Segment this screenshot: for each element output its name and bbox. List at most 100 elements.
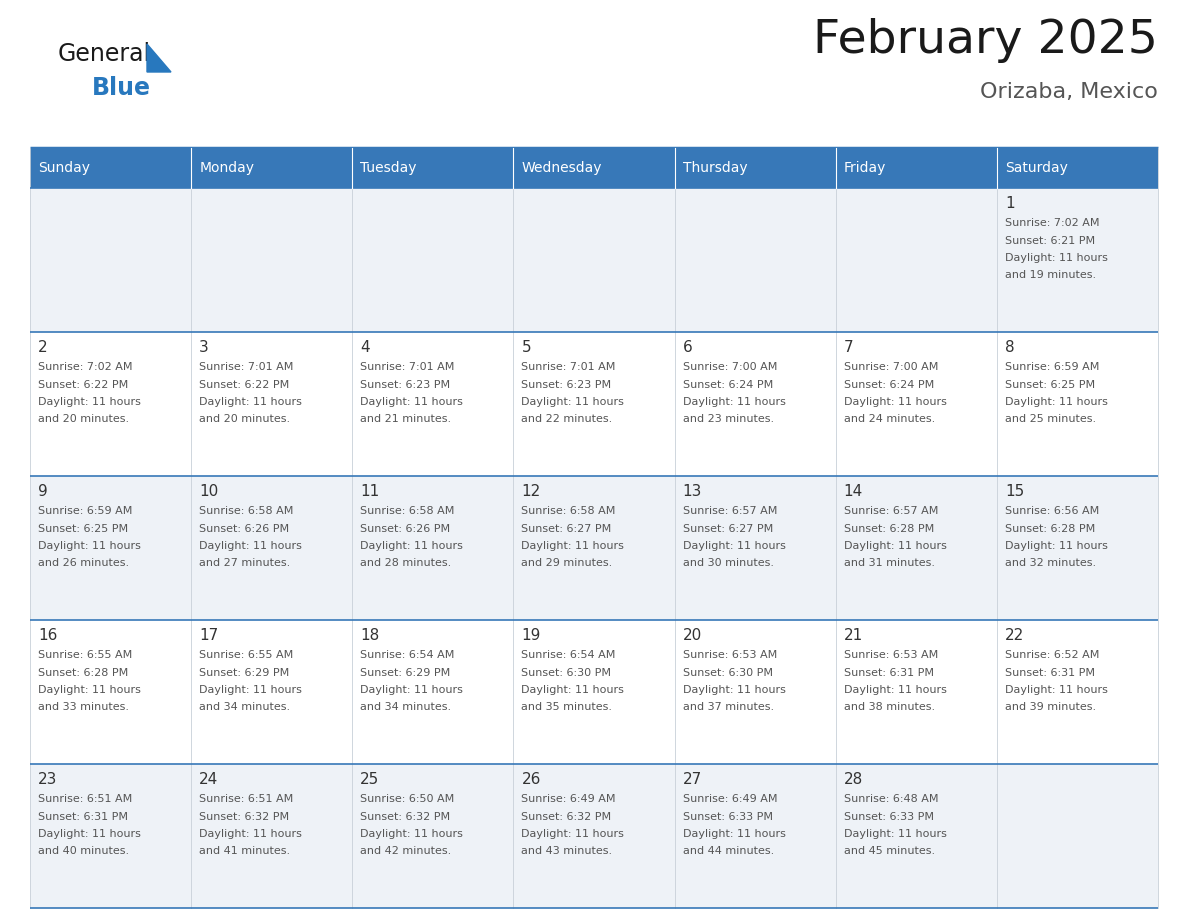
Text: Daylight: 11 hours: Daylight: 11 hours xyxy=(360,685,463,695)
Text: Sunset: 6:27 PM: Sunset: 6:27 PM xyxy=(683,523,773,533)
Text: Sunrise: 6:55 AM: Sunrise: 6:55 AM xyxy=(200,650,293,660)
Text: Saturday: Saturday xyxy=(1005,161,1068,175)
Text: 8: 8 xyxy=(1005,340,1015,355)
Text: Daylight: 11 hours: Daylight: 11 hours xyxy=(1005,541,1107,551)
Text: Daylight: 11 hours: Daylight: 11 hours xyxy=(522,397,625,407)
Text: and 20 minutes.: and 20 minutes. xyxy=(200,415,290,424)
Text: Sunrise: 6:55 AM: Sunrise: 6:55 AM xyxy=(38,650,132,660)
Text: Sunset: 6:31 PM: Sunset: 6:31 PM xyxy=(38,812,128,822)
Text: Daylight: 11 hours: Daylight: 11 hours xyxy=(683,829,785,839)
Text: and 35 minutes.: and 35 minutes. xyxy=(522,702,613,712)
Text: 28: 28 xyxy=(843,772,862,787)
Text: Sunrise: 7:01 AM: Sunrise: 7:01 AM xyxy=(200,362,293,372)
Text: Sunrise: 7:02 AM: Sunrise: 7:02 AM xyxy=(38,362,133,372)
Text: 11: 11 xyxy=(360,484,379,499)
Text: and 33 minutes.: and 33 minutes. xyxy=(38,702,129,712)
Text: Tuesday: Tuesday xyxy=(360,161,417,175)
Polygon shape xyxy=(147,44,171,72)
Text: Sunset: 6:30 PM: Sunset: 6:30 PM xyxy=(683,667,772,677)
Text: and 40 minutes.: and 40 minutes. xyxy=(38,846,129,856)
Text: Daylight: 11 hours: Daylight: 11 hours xyxy=(683,541,785,551)
FancyBboxPatch shape xyxy=(30,332,1158,476)
Text: Sunrise: 6:53 AM: Sunrise: 6:53 AM xyxy=(683,650,777,660)
Text: February 2025: February 2025 xyxy=(813,18,1158,63)
Text: 21: 21 xyxy=(843,628,862,643)
Text: Sunrise: 7:01 AM: Sunrise: 7:01 AM xyxy=(522,362,615,372)
Text: and 41 minutes.: and 41 minutes. xyxy=(200,846,290,856)
Text: Sunset: 6:32 PM: Sunset: 6:32 PM xyxy=(200,812,289,822)
Text: Sunrise: 7:02 AM: Sunrise: 7:02 AM xyxy=(1005,218,1099,228)
FancyBboxPatch shape xyxy=(513,148,675,188)
Text: and 26 minutes.: and 26 minutes. xyxy=(38,558,129,568)
Text: Daylight: 11 hours: Daylight: 11 hours xyxy=(522,685,625,695)
Text: Daylight: 11 hours: Daylight: 11 hours xyxy=(38,829,141,839)
Text: Monday: Monday xyxy=(200,161,254,175)
Text: Daylight: 11 hours: Daylight: 11 hours xyxy=(360,541,463,551)
Text: Daylight: 11 hours: Daylight: 11 hours xyxy=(522,829,625,839)
FancyBboxPatch shape xyxy=(191,148,353,188)
Text: Sunrise: 6:54 AM: Sunrise: 6:54 AM xyxy=(522,650,615,660)
Text: Sunrise: 6:59 AM: Sunrise: 6:59 AM xyxy=(1005,362,1099,372)
Text: Daylight: 11 hours: Daylight: 11 hours xyxy=(1005,253,1107,263)
Text: and 21 minutes.: and 21 minutes. xyxy=(360,415,451,424)
Text: Daylight: 11 hours: Daylight: 11 hours xyxy=(360,829,463,839)
Text: Daylight: 11 hours: Daylight: 11 hours xyxy=(843,685,947,695)
Text: 6: 6 xyxy=(683,340,693,355)
Text: Sunrise: 6:58 AM: Sunrise: 6:58 AM xyxy=(200,506,293,516)
Text: and 45 minutes.: and 45 minutes. xyxy=(843,846,935,856)
Text: Sunrise: 6:57 AM: Sunrise: 6:57 AM xyxy=(843,506,939,516)
Text: Sunset: 6:24 PM: Sunset: 6:24 PM xyxy=(683,379,773,389)
Text: Sunset: 6:24 PM: Sunset: 6:24 PM xyxy=(843,379,934,389)
Text: 1: 1 xyxy=(1005,196,1015,211)
Text: and 38 minutes.: and 38 minutes. xyxy=(843,702,935,712)
Text: Sunset: 6:32 PM: Sunset: 6:32 PM xyxy=(360,812,450,822)
Text: Sunrise: 6:48 AM: Sunrise: 6:48 AM xyxy=(843,794,939,804)
Text: Daylight: 11 hours: Daylight: 11 hours xyxy=(843,397,947,407)
FancyBboxPatch shape xyxy=(997,148,1158,188)
Text: and 19 minutes.: and 19 minutes. xyxy=(1005,271,1097,281)
Text: and 25 minutes.: and 25 minutes. xyxy=(1005,415,1097,424)
Text: 13: 13 xyxy=(683,484,702,499)
Text: and 30 minutes.: and 30 minutes. xyxy=(683,558,773,568)
FancyBboxPatch shape xyxy=(353,148,513,188)
Text: Sunrise: 7:00 AM: Sunrise: 7:00 AM xyxy=(683,362,777,372)
Text: Sunset: 6:28 PM: Sunset: 6:28 PM xyxy=(38,667,128,677)
Text: Sunrise: 6:51 AM: Sunrise: 6:51 AM xyxy=(38,794,132,804)
FancyBboxPatch shape xyxy=(675,148,835,188)
Text: 16: 16 xyxy=(38,628,57,643)
Text: Sunrise: 6:57 AM: Sunrise: 6:57 AM xyxy=(683,506,777,516)
Text: 17: 17 xyxy=(200,628,219,643)
Text: Friday: Friday xyxy=(843,161,886,175)
Text: Sunrise: 6:53 AM: Sunrise: 6:53 AM xyxy=(843,650,939,660)
Text: Sunset: 6:22 PM: Sunset: 6:22 PM xyxy=(200,379,290,389)
Text: and 23 minutes.: and 23 minutes. xyxy=(683,415,773,424)
Text: 24: 24 xyxy=(200,772,219,787)
Text: General: General xyxy=(58,42,151,66)
Text: Daylight: 11 hours: Daylight: 11 hours xyxy=(200,397,302,407)
Text: 5: 5 xyxy=(522,340,531,355)
Text: Sunrise: 6:59 AM: Sunrise: 6:59 AM xyxy=(38,506,132,516)
Text: 15: 15 xyxy=(1005,484,1024,499)
Text: and 39 minutes.: and 39 minutes. xyxy=(1005,702,1097,712)
Text: Sunset: 6:33 PM: Sunset: 6:33 PM xyxy=(683,812,772,822)
Text: Daylight: 11 hours: Daylight: 11 hours xyxy=(200,829,302,839)
Text: Daylight: 11 hours: Daylight: 11 hours xyxy=(522,541,625,551)
Text: Sunrise: 6:51 AM: Sunrise: 6:51 AM xyxy=(200,794,293,804)
Text: Daylight: 11 hours: Daylight: 11 hours xyxy=(1005,685,1107,695)
Text: 25: 25 xyxy=(360,772,379,787)
Text: Wednesday: Wednesday xyxy=(522,161,602,175)
Text: 12: 12 xyxy=(522,484,541,499)
Text: and 34 minutes.: and 34 minutes. xyxy=(360,702,451,712)
Text: 23: 23 xyxy=(38,772,57,787)
Text: Daylight: 11 hours: Daylight: 11 hours xyxy=(200,685,302,695)
Text: Sunset: 6:22 PM: Sunset: 6:22 PM xyxy=(38,379,128,389)
Text: Orizaba, Mexico: Orizaba, Mexico xyxy=(980,82,1158,102)
Text: 9: 9 xyxy=(38,484,48,499)
FancyBboxPatch shape xyxy=(30,764,1158,908)
Text: 27: 27 xyxy=(683,772,702,787)
Text: Sunset: 6:25 PM: Sunset: 6:25 PM xyxy=(1005,379,1095,389)
Text: Sunset: 6:27 PM: Sunset: 6:27 PM xyxy=(522,523,612,533)
Text: Thursday: Thursday xyxy=(683,161,747,175)
Text: 20: 20 xyxy=(683,628,702,643)
Text: Daylight: 11 hours: Daylight: 11 hours xyxy=(38,397,141,407)
